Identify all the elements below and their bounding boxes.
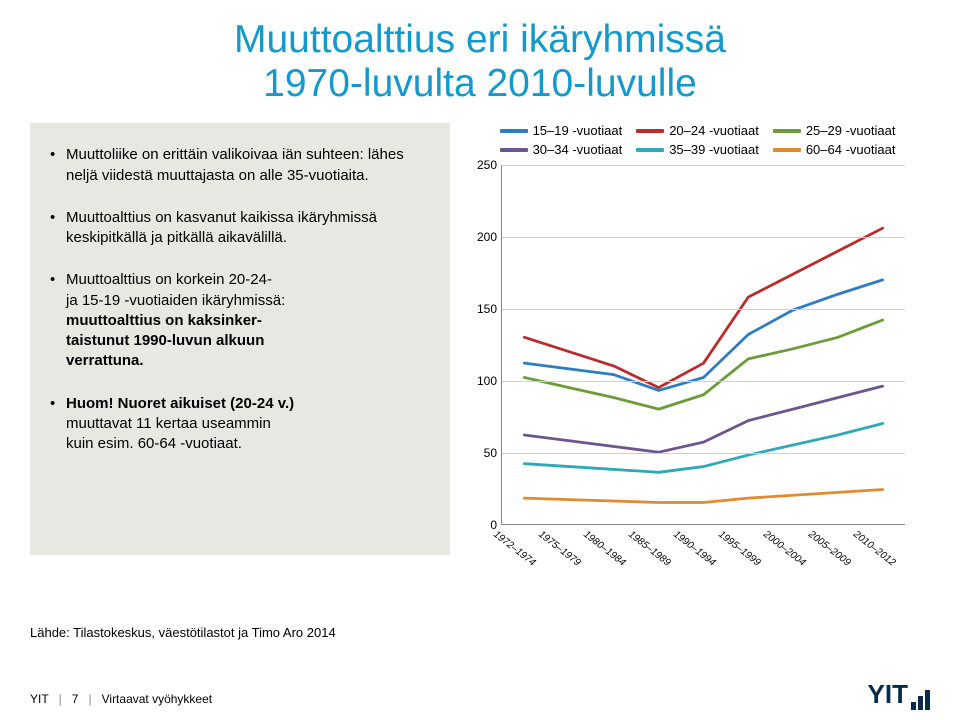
y-tick-label: 50 [484,446,497,460]
bullet-item: Muuttoliike on erittäin valikoivaa iän s… [50,145,430,186]
bullet-line: ja 15-19 -vuotiaiden ikäryhmissä: [66,291,430,311]
series-line [524,490,882,503]
bullet-line: Muuttoalttius on korkein 20-24- [66,270,430,290]
footer-section: Virtaavat vyöhykkeet [102,692,213,706]
logo-bars-icon [911,690,930,710]
x-tick-label: 1972–1974 [492,529,538,568]
legend-swatch-icon [773,148,801,152]
bullet-box: Muuttoliike on erittäin valikoivaa iän s… [30,123,450,555]
yit-logo: YIT [868,679,930,710]
bullet-item: Muuttoalttius on korkein 20-24-ja 15-19 … [50,270,430,371]
legend-label: 25–29 -vuotiaat [806,123,896,138]
x-tick-label: 1990–1994 [671,529,717,568]
x-tick-label: 2010–2012 [851,529,897,568]
y-tick-label: 150 [477,302,497,316]
legend-item: 60–64 -vuotiaat [773,142,896,157]
bullet-line: taistunut 1990-luvun alkuun [66,331,430,351]
legend-item: 20–24 -vuotiaat [636,123,759,138]
title-line2: 1970-luvulta 2010-luvulle [30,62,930,106]
x-tick-label: 1980–1984 [581,529,627,568]
legend-swatch-icon [500,148,528,152]
legend-label: 35–39 -vuotiaat [669,142,759,157]
chart-legend: 15–19 -vuotiaat 20–24 -vuotiaat 25–29 -vuo… [465,123,930,157]
footer-brand: YIT [30,692,49,706]
legend-swatch-icon [636,148,664,152]
legend-swatch-icon [500,129,528,133]
plot-area [501,165,905,525]
bullet-line: kuin esim. 60-64 -vuotiaat. [66,434,430,454]
legend-swatch-icon [636,129,664,133]
bullet-item: Muuttoalttius on kasvanut kaikissa ikäry… [50,208,430,249]
y-axis: 050100150200250 [465,165,501,525]
title-line1: Muuttoalttius eri ikäryhmissä [30,18,930,62]
series-line [524,229,882,388]
x-axis: 1972–19741975–19791980–19841985–19891990… [501,525,905,561]
x-tick-label: 1985–1989 [626,529,672,568]
bullet-item: Huom! Nuoret aikuiset (20-24 v.)muuttava… [50,394,430,455]
x-tick-label: 1975–1979 [537,529,583,568]
legend-item: 15–19 -vuotiaat [500,123,623,138]
y-tick-label: 100 [477,374,497,388]
page-title: Muuttoalttius eri ikäryhmissä 1970-luvul… [30,18,930,105]
legend-swatch-icon [773,129,801,133]
legend-label: 30–34 -vuotiaat [533,142,623,157]
chart-column: 15–19 -vuotiaat 20–24 -vuotiaat 25–29 -vuo… [450,123,930,555]
x-tick-label: 2000–2004 [761,529,807,568]
content-row: Muuttoliike on erittäin valikoivaa iän s… [30,123,930,555]
bullet-line: muuttavat 11 kertaa useammin [66,414,430,434]
series-line [524,280,882,391]
legend-item: 25–29 -vuotiaat [773,123,896,138]
chart-lines [502,165,905,524]
divider-icon: | [59,692,62,706]
bullet-list: Muuttoliike on erittäin valikoivaa iän s… [50,145,430,454]
y-tick-label: 200 [477,230,497,244]
legend-item: 30–34 -vuotiaat [500,142,623,157]
line-chart: 050100150200250 1972–19741975–19791980–1… [465,165,905,555]
bullet-line: verrattuna. [66,351,430,371]
legend-label: 20–24 -vuotiaat [669,123,759,138]
source-text: Lähde: Tilastokeskus, väestötilastot ja … [30,625,930,640]
legend-label: 60–64 -vuotiaat [806,142,896,157]
legend-label: 15–19 -vuotiaat [533,123,623,138]
footer-page: 7 [72,692,79,706]
bullet-line: muuttoalttius on kaksinker- [66,311,430,331]
divider-icon: | [88,692,91,706]
y-tick-label: 250 [477,158,497,172]
bullet-line: Huom! Nuoret aikuiset (20-24 v.) [66,394,430,414]
series-line [524,424,882,473]
footer: YIT | 7 | Virtaavat vyöhykkeet [0,692,960,706]
x-tick-label: 2005–2009 [806,529,852,568]
legend-item: 35–39 -vuotiaat [636,142,759,157]
logo-text: YIT [868,679,908,710]
x-tick-label: 1995–1999 [716,529,762,568]
